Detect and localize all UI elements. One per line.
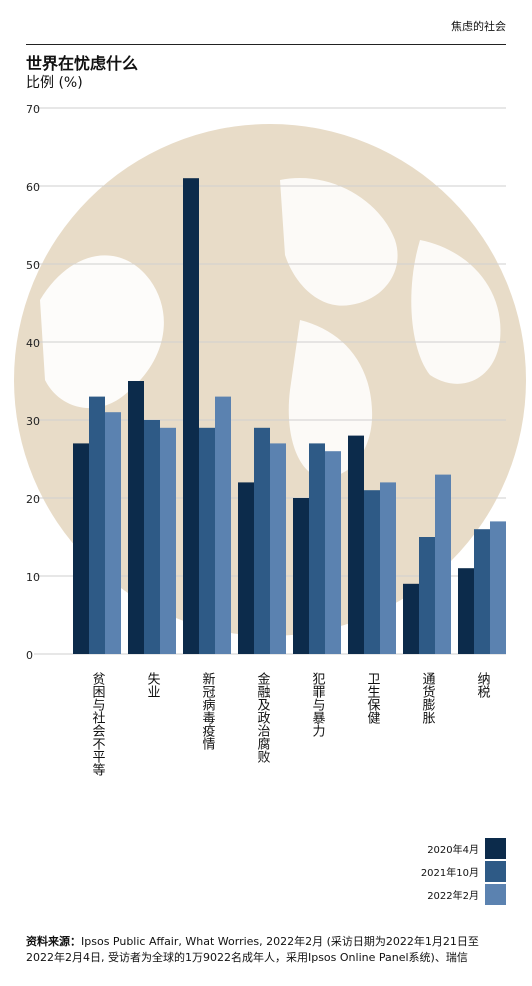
source-label: 资料来源：: [26, 935, 81, 948]
section-label: 焦虑的社会: [451, 20, 506, 33]
bar: [435, 474, 451, 654]
bar: [254, 427, 270, 654]
bar: [309, 443, 325, 654]
x-category-label: 金融及政治腐败: [255, 671, 271, 763]
bar: [474, 529, 490, 654]
legend-item-2022-02: 2022年2月: [421, 884, 506, 905]
y-tick-label: 60: [26, 181, 40, 194]
bar: [380, 482, 396, 654]
bar: [160, 427, 176, 654]
header-rule: [26, 44, 506, 45]
legend-label: 2021年10月: [420, 868, 479, 879]
legend-item-2020-04: 2020年4月: [421, 838, 506, 859]
bar: [458, 568, 474, 654]
bar-chart: 0 10 20 30 40 50 60 70 贫困与社会不平等 失业 新冠病毒疫情 金融及政治腐败 犯罪…: [14, 103, 526, 776]
x-category-label: 新冠病毒疫情: [200, 671, 216, 750]
legend-swatch: [485, 884, 506, 905]
bar: [325, 451, 341, 654]
bar: [348, 435, 364, 654]
chart-subtitle: 比例 (%): [26, 75, 83, 91]
globe-landmass-shape: [40, 255, 164, 409]
bar: [105, 412, 121, 654]
x-category-label: 纳税: [475, 672, 491, 699]
y-tick-label: 40: [26, 337, 40, 350]
bar: [73, 443, 89, 654]
bar: [183, 178, 199, 654]
legend-swatch: [485, 861, 506, 882]
legend: 2020年4月 2021年10月 2022年2月: [421, 838, 506, 907]
x-category-label: 犯罪与暴力: [310, 672, 326, 738]
bar: [238, 482, 254, 654]
legend-label: 2022年2月: [427, 891, 479, 902]
bar: [128, 381, 144, 654]
bar: [215, 396, 231, 654]
legend-swatch: [485, 838, 506, 859]
bar: [403, 583, 419, 654]
bar: [293, 498, 309, 654]
x-category-label: 卫生保健: [365, 672, 381, 725]
y-tick-label: 30: [26, 415, 40, 428]
y-tick-label: 20: [26, 493, 40, 506]
bar: [364, 490, 380, 654]
source-text: Ipsos Public Affair, What Worries, 2022年…: [26, 935, 479, 964]
globe-landmass-shape: [280, 178, 398, 306]
bar: [144, 420, 160, 654]
x-category-label: 贫困与社会不平等: [90, 671, 106, 776]
y-tick-label: 50: [26, 259, 40, 272]
chart-title: 世界在忧虑什么: [26, 54, 139, 73]
y-tick-label: 0: [26, 649, 33, 662]
bar: [89, 396, 105, 654]
legend-label: 2020年4月: [427, 845, 479, 856]
source-note: 资料来源：Ipsos Public Affair, What Worries, …: [26, 934, 506, 966]
legend-item-2021-10: 2021年10月: [421, 861, 506, 882]
bar: [490, 521, 506, 654]
bar: [419, 537, 435, 654]
y-tick-label: 70: [26, 103, 40, 116]
globe-landmass-shape: [411, 240, 501, 384]
bar: [270, 443, 286, 654]
y-tick-label: 10: [26, 571, 40, 584]
bar: [199, 427, 215, 654]
x-category-label: 通货膨胀: [420, 672, 436, 725]
x-category-label: 失业: [145, 672, 161, 698]
